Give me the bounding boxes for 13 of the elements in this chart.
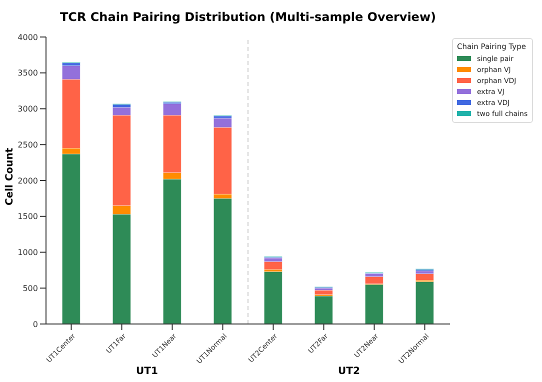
text: UT2	[337, 366, 361, 377]
y-tick-label: 4000	[18, 32, 38, 42]
text: UT1	[135, 366, 159, 377]
y-tick-label: 1000	[18, 248, 38, 258]
y-tick-label: 2000	[18, 176, 38, 186]
y-tick-label: 500	[22, 284, 38, 293]
y-axis-title: Cell Count	[4, 148, 16, 206]
y-tick-label: 3500	[18, 68, 38, 78]
y-tick-label: 3000	[18, 104, 38, 114]
y-tick-label: 0	[32, 320, 38, 329]
y-tick-label: 2500	[18, 140, 38, 150]
chart-title: TCR Chain Pairing Distribution (Multi-sample Overview)	[58, 10, 438, 24]
y-tick-label: 1500	[18, 212, 38, 222]
